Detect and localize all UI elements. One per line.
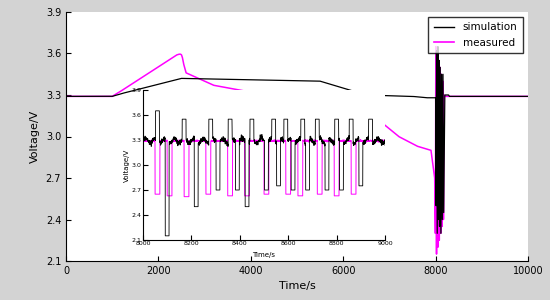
- measured: [525, 94, 531, 98]
- measured: [419, 146, 426, 150]
- Line: measured: measured: [66, 46, 528, 254]
- Legend: simulation, measured: simulation, measured: [428, 17, 523, 53]
- measured: [422, 147, 429, 151]
- simulation: [429, 96, 436, 100]
- simulation: [106, 94, 113, 98]
- measured: [381, 123, 387, 126]
- measured: [433, 252, 440, 256]
- Line: simulation: simulation: [66, 46, 528, 233]
- simulation: [63, 94, 69, 98]
- simulation: [434, 232, 441, 235]
- simulation: [70, 94, 77, 98]
- simulation: [434, 45, 441, 48]
- simulation: [305, 79, 311, 83]
- Y-axis label: Voltage/V: Voltage/V: [124, 148, 130, 182]
- X-axis label: Time/s: Time/s: [279, 281, 315, 291]
- measured: [432, 45, 439, 48]
- measured: [113, 92, 120, 95]
- measured: [125, 85, 131, 88]
- X-axis label: Time/s: Time/s: [252, 252, 276, 258]
- simulation: [525, 94, 531, 98]
- simulation: [334, 85, 341, 88]
- simulation: [299, 79, 305, 83]
- measured: [63, 94, 69, 98]
- Y-axis label: Voltage/V: Voltage/V: [30, 110, 40, 163]
- measured: [329, 100, 336, 104]
